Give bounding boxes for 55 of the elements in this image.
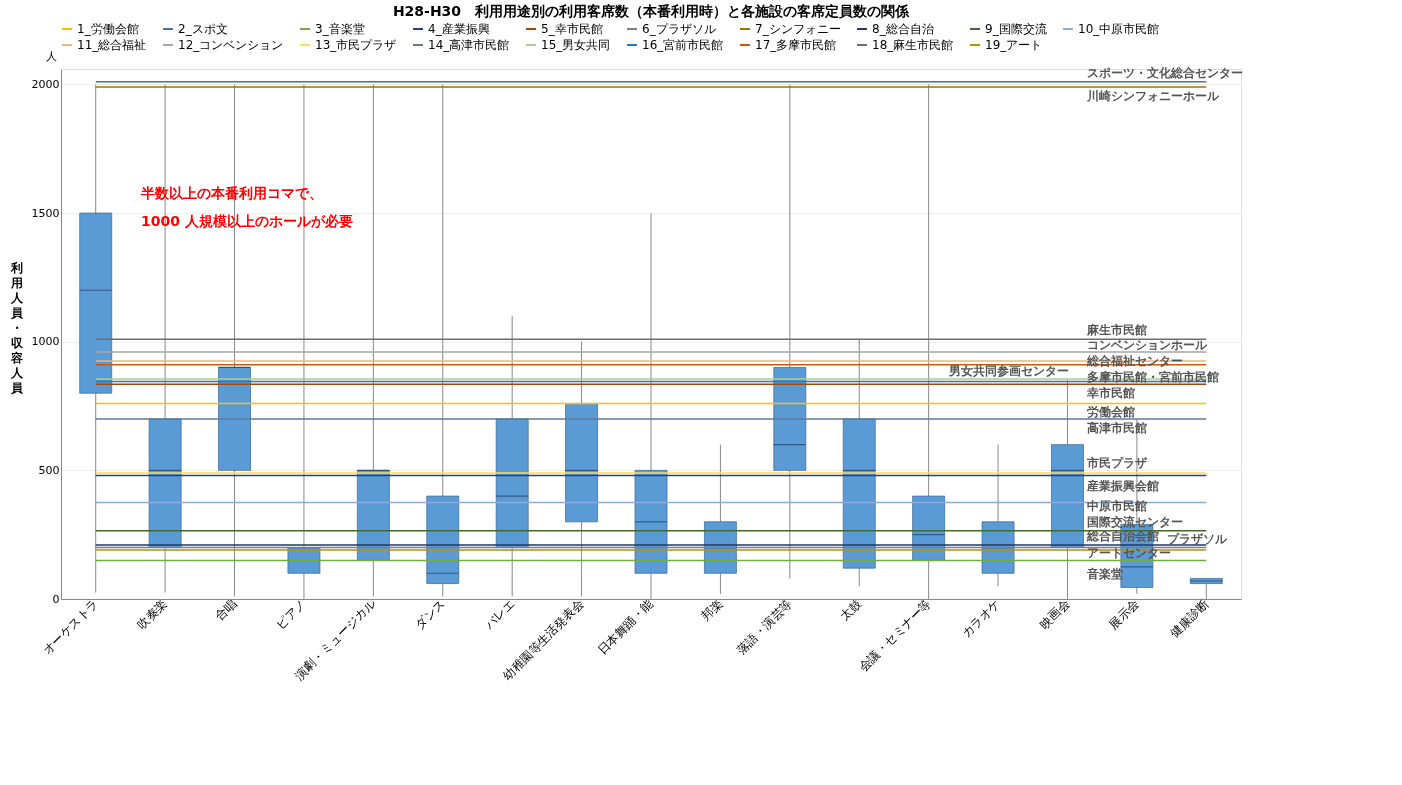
annotation: 麻生市民館 (1086, 323, 1148, 338)
x-tick-label: 日本舞踊・能 (595, 596, 656, 658)
x-tick-label: 太鼓 (837, 596, 865, 624)
y-tick-label: 500 (38, 463, 60, 477)
legend-label: 18_麻生市民館 (872, 38, 954, 52)
legend-label: 6_プラザソル (642, 22, 716, 36)
legend-label: 11_総合福祉 (77, 38, 147, 52)
legend-label: 17_多摩市民館 (755, 38, 837, 52)
legend-label: 9_国際交流 (985, 22, 1047, 36)
text: 人 (45, 50, 57, 63)
y-tick-label: 1500 (31, 206, 60, 220)
annotation: 川崎シンフォニーホール (1086, 89, 1221, 104)
annotation: 産業振興会館 (1086, 478, 1160, 493)
legend-label: 14_高津市民館 (428, 38, 510, 52)
x-tick-label: 映画会 (1037, 596, 1073, 632)
legend-label: 8_総合自治 (872, 22, 934, 36)
legend-label: 7_シンフォニー (755, 22, 841, 36)
x-tick-label: 吹奏楽 (134, 596, 171, 632)
annotation: スポーツ・文化総合センター (1087, 65, 1244, 80)
y-tick-label: 1000 (31, 335, 60, 349)
annotation: 市民プラザ (1086, 455, 1149, 470)
x-tick-label: バレエ (481, 596, 518, 633)
annotation: コンベンションホール (1087, 338, 1209, 353)
chart-title: H28-H30 利用用途別の利用客席数（本番利用時）と各施設の客席定員数の関係 (392, 3, 911, 19)
x-tick-label: カラオケ (959, 596, 1004, 641)
text: 利用人員・収容人員 (10, 260, 23, 395)
x-tick-label: 展示会 (1106, 596, 1142, 632)
annotation: 半数以上の本番利用コマで、 (140, 185, 323, 201)
annotation: 中原市民館 (1087, 498, 1148, 513)
y-tick-label: 0 (52, 592, 60, 606)
annotation: 幸市民館 (1086, 386, 1136, 401)
y-tick-label: 2000 (31, 77, 60, 91)
x-tick-label: 落語・演芸等 (733, 596, 795, 658)
legend-label: 1_労働会館 (77, 22, 139, 36)
x-tick-label: 邦楽 (698, 596, 726, 624)
annotation: 1000 人規模以上のホールが必要 (141, 213, 353, 229)
x-tick-label: ダンス (412, 596, 448, 632)
legend-label: 4_産業振興 (428, 22, 490, 36)
annotation: プラザソル (1166, 531, 1228, 546)
annotation: 男女共同参画センター (947, 364, 1069, 379)
annotation: 労働会館 (1087, 405, 1136, 420)
x-tick-label: 合唱 (212, 596, 240, 624)
legend-label: 19_アート (985, 38, 1043, 52)
annotation: 多摩市民館・宮前市民館 (1087, 369, 1220, 384)
legend-label: 12_コンベンション (178, 38, 284, 52)
x-tick-label: 健康診断 (1167, 596, 1212, 641)
legend-label: 2_スポ文 (178, 22, 228, 36)
legend-label: 5_幸市民館 (541, 22, 603, 36)
legend-label: 15_男女共同 (541, 38, 611, 52)
legend-label: 3_音楽堂 (315, 22, 365, 36)
legend-label: 10_中原市民館 (1078, 22, 1160, 36)
legend-label: 16_宮前市民館 (642, 38, 724, 52)
annotation: 高津市民館 (1087, 420, 1148, 435)
x-tick-label: ピアノ (273, 596, 309, 632)
legend-label: 13_市民プラザ (315, 38, 397, 52)
